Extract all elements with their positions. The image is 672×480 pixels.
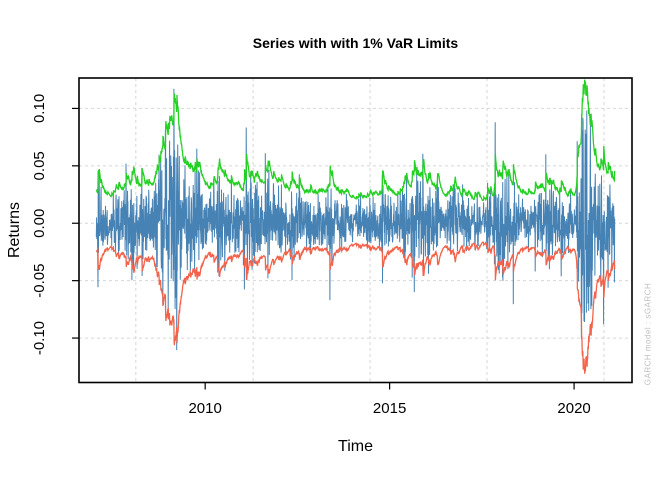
y-axis-label: Returns	[6, 201, 23, 259]
returns-series-line	[95, 88, 616, 351]
y-tick-label: -0.10	[31, 321, 48, 355]
y-tick-label: 0.10	[31, 94, 48, 123]
x-axis-label: Time	[338, 438, 373, 455]
y-tick-label: -0.05	[31, 264, 48, 298]
plot-box	[78, 77, 633, 384]
x-tick-label: 2015	[373, 400, 406, 417]
y-tick-label: 0.05	[31, 151, 48, 180]
x-tick-label: 2020	[557, 400, 590, 417]
chart-title: Series with with 1% VaR Limits	[252, 35, 459, 51]
garch-model-watermark: GARCH model : sGARCH	[643, 282, 653, 386]
x-tick-label: 2010	[188, 400, 221, 417]
var-lower-limit-line	[95, 241, 616, 374]
var-upper-limit-line	[95, 79, 616, 202]
y-tick-label: 0.00	[31, 209, 48, 238]
